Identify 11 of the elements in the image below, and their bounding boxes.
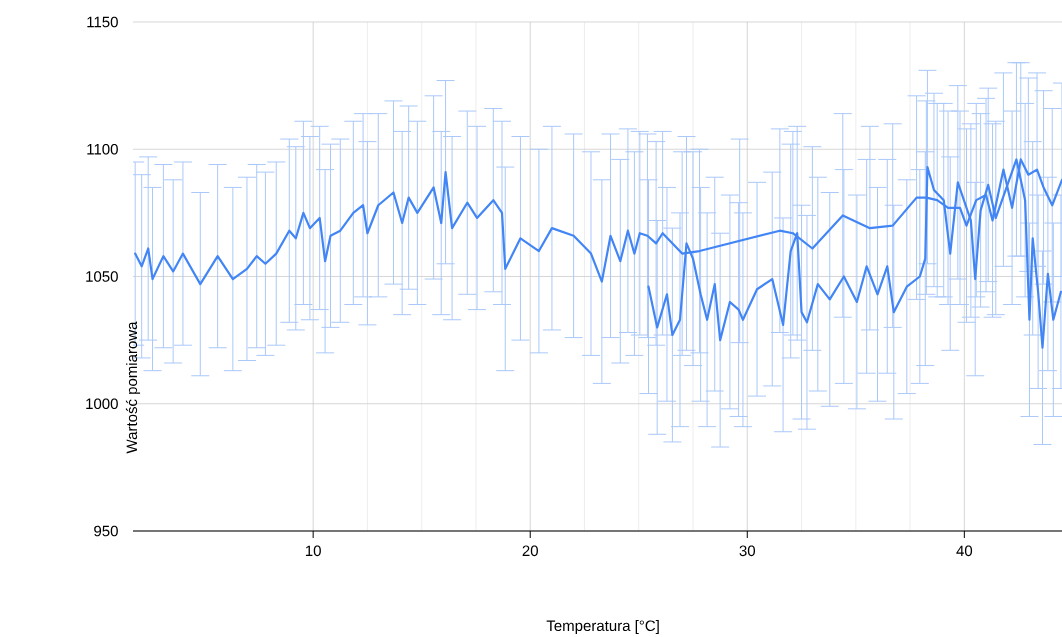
y-axis-title: Wartość pomiarowa xyxy=(125,321,141,454)
y-tick-label: 1000 xyxy=(86,398,118,410)
x-tick-label: 30 xyxy=(739,545,756,557)
x-axis-title: Temperatura [°C] xyxy=(546,620,659,634)
y-tick-label: 1150 xyxy=(87,16,118,28)
y-tick-label: 1100 xyxy=(87,143,118,155)
x-tick-label: 40 xyxy=(956,545,973,557)
x-tick-label: 20 xyxy=(522,545,538,557)
y-tick-label: 950 xyxy=(94,525,118,537)
y-tick-label: 1050 xyxy=(86,271,118,282)
x-tick-label: 10 xyxy=(305,545,321,557)
